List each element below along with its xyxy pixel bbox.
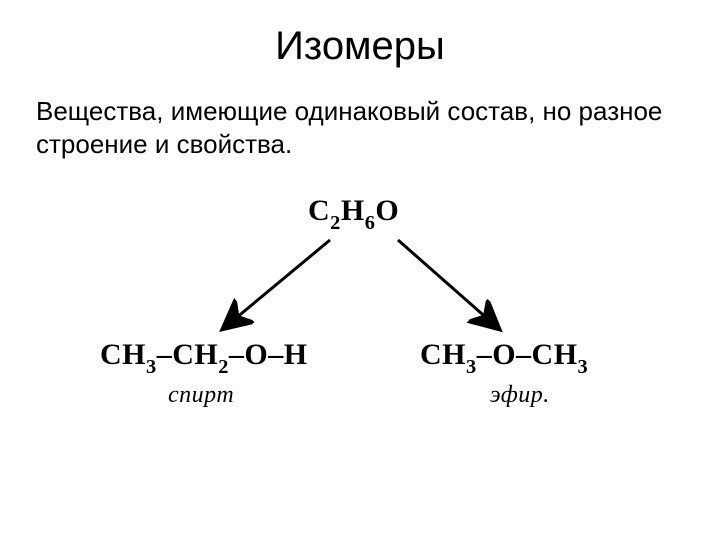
page-title: Изомеры	[0, 0, 720, 69]
leaf-formula-ether: CH3–O–CH3	[420, 338, 588, 377]
leaf-formula-alcohol: CH3–CH2–O–H	[100, 338, 308, 377]
root-formula: C2H6O	[308, 194, 399, 233]
definition-text: Вещества, имеющие одинаковый состав, но …	[0, 69, 720, 160]
leaf-label-ether: эфир.	[490, 382, 550, 409]
isomer-diagram: C2H6O CH3–CH2–O–H спирт CH3–O–CH3 эфир.	[0, 170, 720, 490]
leaf-label-alcohol: спирт	[168, 382, 234, 409]
